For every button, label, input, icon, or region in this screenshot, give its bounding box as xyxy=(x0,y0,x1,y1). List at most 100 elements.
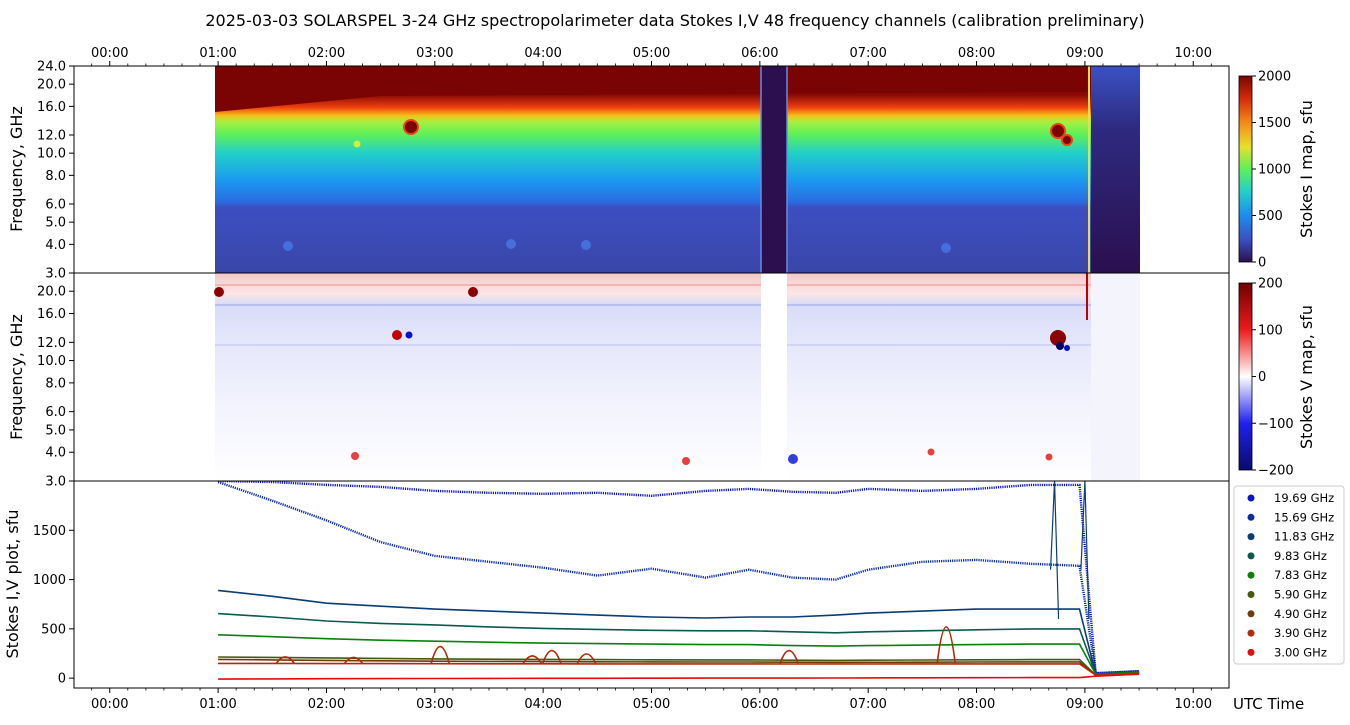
legend-label: 5.90 GHz xyxy=(1274,588,1327,602)
colorbar-tick-label: 500 xyxy=(1258,209,1283,224)
y-tick-label: 4.0 xyxy=(45,446,66,461)
stokes-v-colorbar xyxy=(1238,282,1253,471)
colorbar-tick-label: −100 xyxy=(1258,417,1294,432)
x-tick-label: 09:00 xyxy=(1066,46,1103,61)
x-tick-label: 08:00 xyxy=(958,697,995,712)
bottom-time-axis: 00:00 01:00 02:00 03:00 04:00 05:00 06:00 07:00… xyxy=(91,688,1212,712)
x-tick-label: 05:00 xyxy=(633,697,670,712)
legend-box xyxy=(1233,485,1345,665)
x-tick-label: 08:00 xyxy=(958,46,995,61)
colorbar-tick-label: 2000 xyxy=(1258,70,1291,85)
x-tick-label: 03:00 xyxy=(416,46,453,61)
stokes-i-source xyxy=(1061,134,1073,146)
burst-peak xyxy=(779,649,799,664)
x-tick-label: 02:00 xyxy=(308,697,345,712)
legend-marker xyxy=(1247,629,1255,637)
series-line xyxy=(218,481,1140,675)
stokes-i-lowfreq-boundary xyxy=(215,66,1091,112)
stokes-v-source xyxy=(788,454,798,464)
y-tick-label: 4.0 xyxy=(45,238,66,253)
colorbar-tick-label: 1000 xyxy=(1258,163,1291,178)
stokes-v-source xyxy=(682,457,690,465)
stokes-iv-ylabel: Stokes I,V plot, sfu xyxy=(3,510,22,659)
y-tick-label: 16.0 xyxy=(37,307,66,322)
stokes-i-source xyxy=(353,140,361,148)
legend-label: 7.83 GHz xyxy=(1274,568,1327,582)
x-tick-label: 01:00 xyxy=(199,697,236,712)
stokes-i-y-axis: 24.0 20.0 16.0 12.0 10.0 8.0 6.0 5.0 4.0 3.0 xyxy=(37,60,74,282)
legend-marker xyxy=(1247,648,1255,656)
series-line xyxy=(218,673,1140,680)
legend-marker xyxy=(1247,552,1255,560)
top-time-axis: 00:00 01:00 02:00 03:00 04:00 05:00 06:00 07:00… xyxy=(91,46,1212,66)
legend-label: 4.90 GHz xyxy=(1274,607,1327,621)
series-line xyxy=(218,656,1140,677)
colorbar-tick-label: 0 xyxy=(1258,370,1266,385)
stokes-v-source xyxy=(214,287,224,297)
y-tick-label: 20.0 xyxy=(37,285,66,300)
stokes-i-heatmap xyxy=(215,66,1091,273)
x-tick-label: 10:00 xyxy=(1175,697,1212,712)
y-tick-label: 5.0 xyxy=(45,423,66,438)
colorbar-tick-label: 0 xyxy=(1258,256,1266,271)
stokes-v-after-region xyxy=(1091,273,1140,481)
stokes-v-source xyxy=(351,452,359,460)
burst-peak xyxy=(275,656,295,664)
y-tick-label: 6.0 xyxy=(45,198,66,213)
y-tick-label: 1500 xyxy=(33,524,66,539)
stokes-v-source xyxy=(927,448,935,456)
legend-marker xyxy=(1247,610,1255,618)
y-tick-label: 10.0 xyxy=(37,354,66,369)
burst-peak xyxy=(430,645,450,664)
legend-label: 3.00 GHz xyxy=(1274,645,1327,659)
colorbar-tick-label: 1500 xyxy=(1258,116,1291,131)
y-tick-label: 16.0 xyxy=(37,100,66,115)
stokes-v-data-gap xyxy=(761,273,787,481)
spike-peak xyxy=(1049,481,1060,620)
y-tick-label: 12.0 xyxy=(37,129,66,144)
x-tick-label: 07:00 xyxy=(849,46,886,61)
stokes-v-source xyxy=(1056,342,1064,350)
y-tick-label: 6.0 xyxy=(45,405,66,420)
stokes-v-colorbar-label: Stokes V map, sfu xyxy=(1297,305,1316,449)
y-tick-label: 8.0 xyxy=(45,169,66,184)
stokes-v-source xyxy=(468,287,478,297)
series-line xyxy=(218,634,1140,676)
burst-peak xyxy=(542,649,562,664)
burst-peak xyxy=(343,656,364,664)
stokes-i-source xyxy=(941,243,951,253)
x-tick-label: 06:00 xyxy=(741,697,778,712)
stokes-i-data-gap xyxy=(761,66,787,273)
stokes-iv-panel: 1500 1000 500 0 00:00 01:00 02:00 03:00 04:00 05… xyxy=(3,480,1345,713)
series-line xyxy=(218,662,1140,677)
stokes-v-source xyxy=(1064,345,1070,351)
stokes-iv-series xyxy=(217,481,1140,680)
stokes-i-ylabel: Frequency, GHz xyxy=(7,106,26,232)
series-line xyxy=(217,481,1140,675)
x-tick-label: 00:00 xyxy=(91,46,128,61)
y-tick-label: 12.0 xyxy=(37,336,66,351)
x-tick-label: 02:00 xyxy=(308,46,345,61)
x-tick-label: 04:00 xyxy=(524,46,561,61)
stokes-v-source xyxy=(1050,330,1066,346)
stokes-v-source xyxy=(392,330,402,340)
legend-marker xyxy=(1247,513,1255,521)
x-tick-label: 07:00 xyxy=(849,697,886,712)
spike-peak xyxy=(1080,481,1090,620)
legend-marker xyxy=(1247,494,1255,502)
stokes-i-colorbar-label: Stokes I map, sfu xyxy=(1297,100,1316,238)
legend: 19.69 GHz 15.69 GHz 11.83 GHz 9.83 GHz 7.83 … xyxy=(1247,491,1334,659)
x-tick-label: 03:00 xyxy=(416,697,453,712)
stokes-i-panel: 24.0 20.0 16.0 12.0 10.0 8.0 6.0 5.0 4.0 3.0 00:0… xyxy=(7,46,1316,282)
series-line xyxy=(218,589,1140,676)
y-tick-label: 24.0 xyxy=(37,60,66,75)
colorbar-tick-label: −200 xyxy=(1258,464,1294,479)
stokes-i-colorbar xyxy=(1238,75,1253,263)
legend-marker xyxy=(1247,571,1255,579)
stokes-i-source xyxy=(581,240,591,250)
x-tick-label: 04:00 xyxy=(524,697,561,712)
series-line xyxy=(218,612,1140,676)
colorbar-tick-label: 100 xyxy=(1258,323,1283,338)
x-tick-label: 09:00 xyxy=(1066,697,1103,712)
